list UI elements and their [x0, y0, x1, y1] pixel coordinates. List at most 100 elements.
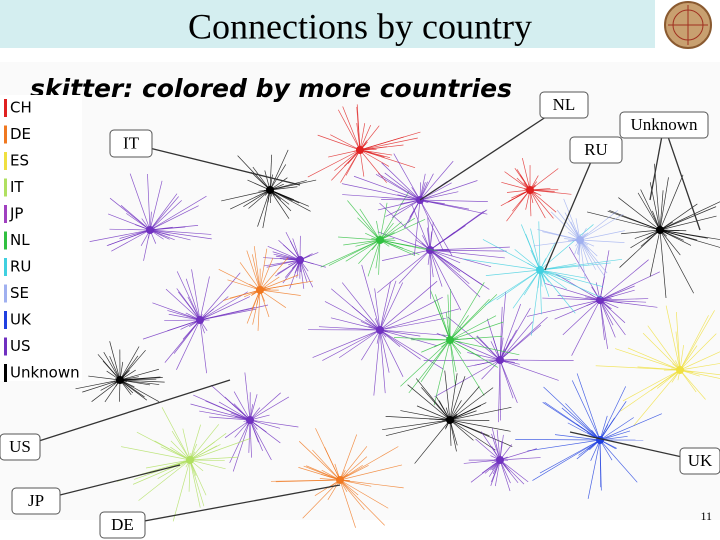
edge — [499, 434, 504, 461]
edge — [659, 203, 698, 231]
edge — [512, 269, 541, 309]
edge — [579, 239, 589, 266]
edge — [642, 332, 681, 371]
edge — [359, 208, 381, 241]
edge — [676, 311, 681, 371]
node — [256, 286, 264, 294]
edge — [599, 417, 634, 441]
edge — [506, 189, 531, 222]
edge — [599, 439, 602, 488]
edge — [119, 376, 161, 381]
edge — [394, 337, 451, 341]
edge — [259, 289, 287, 309]
edge — [499, 459, 529, 483]
edge — [499, 316, 548, 361]
title-banner — [0, 0, 655, 48]
edge — [239, 262, 261, 291]
edge — [618, 197, 661, 231]
edge — [499, 359, 514, 399]
edge — [189, 424, 201, 461]
edge — [138, 459, 191, 501]
edge — [248, 419, 251, 453]
edge — [231, 403, 251, 421]
edge — [419, 199, 445, 205]
edge — [367, 239, 381, 277]
edge — [249, 419, 263, 452]
edge — [447, 294, 451, 341]
edge — [285, 231, 301, 261]
legend-swatch — [4, 125, 7, 144]
edge — [339, 464, 403, 481]
edge — [318, 326, 381, 331]
edge — [557, 294, 601, 301]
edge — [539, 269, 576, 314]
edge — [429, 249, 492, 268]
edge — [176, 319, 201, 370]
edge — [381, 162, 421, 201]
edge — [132, 459, 191, 485]
edge — [449, 289, 452, 341]
edge — [339, 446, 368, 481]
edge — [539, 269, 587, 279]
edge — [407, 384, 451, 421]
edge — [379, 202, 388, 241]
edge — [257, 189, 271, 227]
callout-label: DE — [111, 515, 134, 534]
edge — [330, 134, 361, 151]
edge — [377, 199, 421, 211]
edge — [379, 329, 404, 377]
edge — [659, 206, 717, 231]
callout-line — [122, 484, 341, 526]
edge — [379, 329, 421, 360]
edge — [351, 305, 381, 331]
node — [596, 436, 604, 444]
node — [536, 266, 544, 274]
edge — [420, 339, 451, 383]
edge — [75, 379, 121, 390]
edge — [339, 479, 385, 526]
edge — [229, 289, 261, 299]
legend-swatch — [4, 364, 7, 382]
legend-label: RU — [10, 258, 31, 276]
edge — [449, 419, 490, 437]
edge — [599, 299, 658, 308]
edge — [640, 229, 661, 247]
legend-swatch — [4, 337, 7, 356]
edge — [312, 449, 341, 481]
edge — [259, 257, 274, 291]
edge — [109, 356, 121, 381]
edge — [253, 246, 261, 291]
edge — [259, 274, 299, 291]
edge — [339, 479, 372, 487]
edge — [227, 279, 261, 291]
edge — [379, 280, 397, 331]
edge — [199, 296, 251, 321]
edge — [379, 282, 404, 331]
edge — [252, 166, 271, 191]
edge — [89, 229, 151, 242]
edge — [375, 239, 381, 269]
edge — [659, 229, 694, 294]
edge — [665, 305, 681, 371]
edge — [359, 149, 416, 168]
edge — [408, 339, 451, 394]
edge — [199, 410, 251, 421]
edge — [119, 379, 160, 403]
edge — [599, 276, 605, 301]
edge — [449, 386, 480, 421]
edge — [484, 269, 541, 306]
edge — [576, 373, 601, 441]
legend-swatch — [4, 231, 7, 250]
legend-label: CH — [10, 99, 32, 117]
edge — [433, 339, 451, 406]
edge — [449, 419, 496, 451]
edge — [414, 199, 421, 256]
edge — [679, 345, 698, 371]
edge — [679, 315, 709, 371]
edge — [149, 200, 182, 231]
edge — [419, 199, 444, 251]
edge — [119, 379, 148, 401]
edge — [429, 249, 462, 311]
edge — [339, 479, 404, 489]
